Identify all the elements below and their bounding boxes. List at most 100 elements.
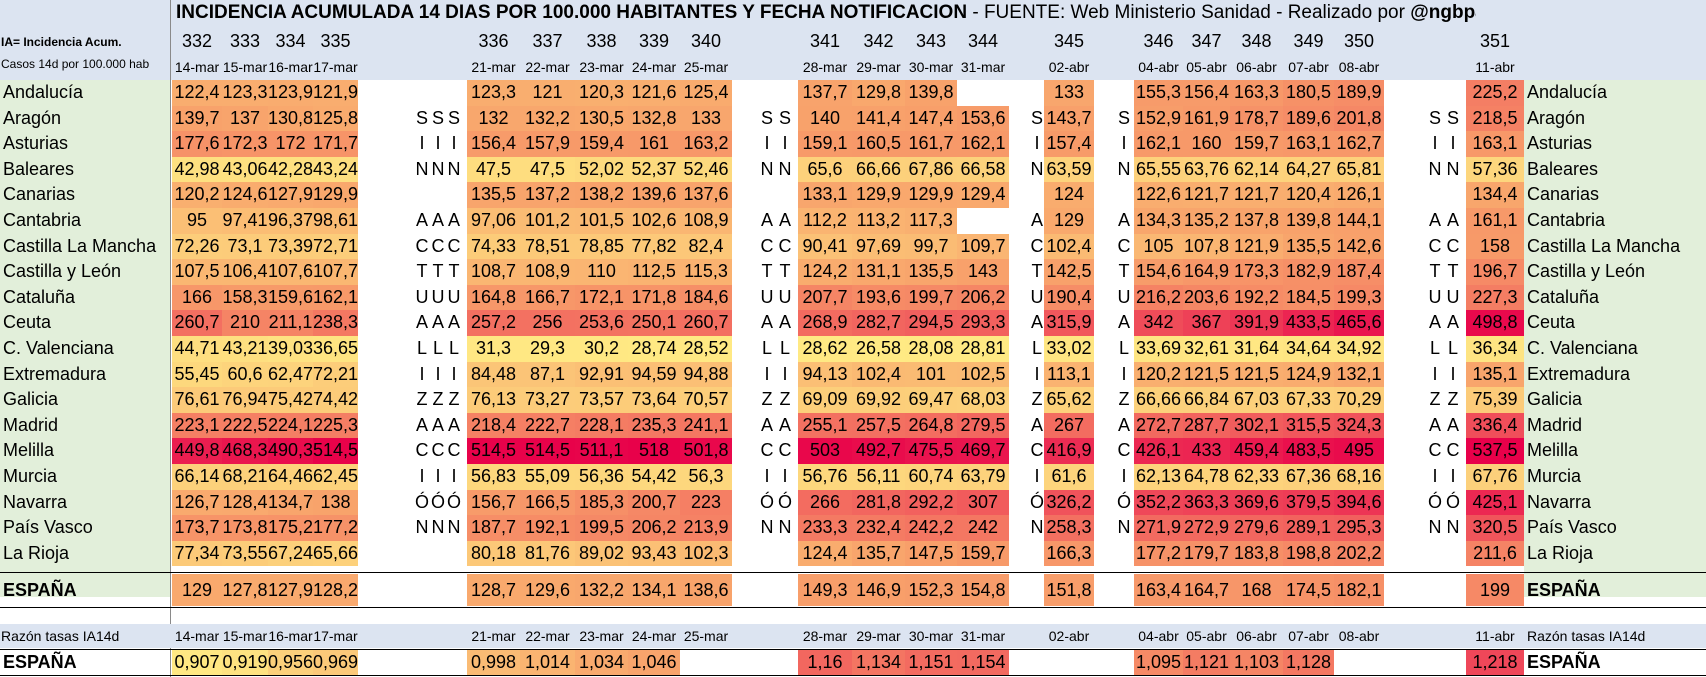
column-number-header[interactable]: 334 — [275, 31, 306, 51]
table-cell[interactable]: 33,69 — [1134, 336, 1183, 362]
table-cell[interactable]: 31,64 — [1230, 336, 1283, 362]
table-cell[interactable]: 70,29 — [1334, 387, 1384, 413]
table-cell[interactable]: 28,08 — [905, 336, 957, 362]
column-date-header[interactable]: 21-mar — [471, 59, 516, 75]
table-cell[interactable]: 112,2 — [798, 208, 852, 234]
table-cell[interactable]: 426,1 — [1134, 438, 1183, 464]
table-cell[interactable]: 225,2 — [1466, 80, 1524, 106]
table-cell[interactable]: 109,7 — [957, 233, 1009, 260]
table-cell[interactable]: 120,2 — [172, 182, 222, 208]
table-cell[interactable]: 56,11 — [852, 464, 905, 490]
table-cell[interactable]: 142,5 — [1044, 259, 1094, 285]
table-cell[interactable]: 177,2 — [313, 515, 358, 541]
table-cell[interactable]: 537,5 — [1466, 438, 1524, 464]
ratio-cell[interactable]: 1,16 — [798, 650, 852, 675]
column-date-header[interactable]: 08-abr — [1338, 59, 1380, 75]
table-cell[interactable]: 137,2 — [520, 182, 575, 208]
table-cell[interactable]: 55,09 — [520, 464, 575, 490]
table-cell[interactable]: 139,8 — [1283, 208, 1334, 234]
table-cell[interactable]: 218,5 — [1466, 105, 1524, 132]
table-cell[interactable]: 193,6 — [852, 284, 905, 311]
table-cell[interactable]: 60,74 — [905, 464, 957, 490]
ratio-cell[interactable] — [1334, 650, 1384, 675]
table-cell[interactable]: 222,5 — [222, 412, 268, 439]
column-date-header[interactable]: 24-mar — [631, 59, 677, 75]
table-cell[interactable]: 134,4 — [1466, 182, 1524, 208]
table-cell[interactable]: 132,1 — [1334, 361, 1384, 388]
table-cell[interactable]: 129,9 — [852, 182, 905, 208]
table-cell[interactable]: 272,9 — [1183, 515, 1230, 541]
table-cell[interactable]: 180,5 — [1283, 80, 1334, 106]
table-cell[interactable]: 175,2 — [268, 515, 313, 541]
table-cell[interactable]: 124,6 — [222, 182, 268, 208]
table-cell[interactable]: 135,5 — [905, 259, 957, 285]
column-number-header[interactable]: 348 — [1241, 31, 1272, 51]
column-date-header[interactable]: 25-mar — [683, 59, 729, 75]
table-cell[interactable]: 518 — [628, 438, 680, 464]
table-cell[interactable]: 67,33 — [1283, 387, 1334, 413]
table-cell[interactable]: 94,13 — [798, 361, 852, 388]
espana-cell[interactable]: 149,3 — [798, 574, 852, 607]
table-cell[interactable]: 172,1 — [575, 284, 628, 311]
table-cell[interactable]: 76,94 — [222, 387, 268, 413]
table-cell[interactable]: 156,7 — [467, 489, 520, 516]
table-cell[interactable]: 43,24 — [313, 156, 358, 183]
table-cell[interactable]: 267 — [1044, 412, 1094, 439]
table-cell[interactable]: 72,26 — [172, 233, 222, 260]
table-cell[interactable]: 367 — [1183, 310, 1230, 336]
table-cell[interactable]: 47,5 — [520, 156, 575, 183]
table-cell[interactable]: 490,3 — [268, 438, 313, 464]
table-cell[interactable]: 161,9 — [1183, 105, 1230, 132]
table-cell[interactable]: 257,5 — [852, 412, 905, 439]
table-cell[interactable]: 81,76 — [520, 540, 575, 567]
column-date-header[interactable]: 23-mar — [579, 59, 624, 75]
table-cell[interactable]: 137,8 — [1230, 208, 1283, 234]
table-cell[interactable]: 66,84 — [1183, 387, 1230, 413]
table-cell[interactable]: 190,4 — [1044, 284, 1094, 311]
column-number-header[interactable]: 346 — [1143, 31, 1174, 51]
table-cell[interactable]: 67,24 — [268, 540, 313, 567]
column-date-header[interactable]: 29-mar — [856, 59, 901, 75]
table-cell[interactable]: 213,9 — [680, 515, 732, 541]
table-cell[interactable]: 207,7 — [798, 284, 852, 311]
table-cell[interactable]: 93,43 — [628, 540, 680, 567]
table-cell[interactable]: 211,6 — [1466, 540, 1524, 567]
table-cell[interactable]: 475,5 — [905, 438, 957, 464]
table-cell[interactable]: 326,2 — [1044, 489, 1094, 516]
table-cell[interactable]: 56,3 — [680, 464, 732, 490]
table-cell[interactable]: 203,6 — [1183, 284, 1230, 311]
ratio-cell[interactable]: 1,134 — [852, 650, 905, 675]
table-cell[interactable]: 271,9 — [1134, 515, 1183, 541]
column-number-header[interactable]: 333 — [229, 31, 261, 51]
table-cell[interactable]: 134,7 — [268, 489, 313, 516]
table-cell[interactable]: 65,81 — [1334, 156, 1384, 183]
table-cell[interactable]: 107,5 — [172, 259, 222, 285]
table-cell[interactable]: 379,5 — [1283, 489, 1334, 516]
table-cell[interactable]: 465,6 — [1334, 310, 1384, 336]
column-date-header[interactable]: 15-mar — [222, 59, 268, 75]
table-cell[interactable]: 122,4 — [172, 80, 222, 106]
espana-cell[interactable]: 132,2 — [575, 574, 628, 607]
table-cell[interactable]: 135,2 — [1183, 208, 1230, 234]
table-cell[interactable]: 56,76 — [798, 464, 852, 490]
table-cell[interactable]: 28,52 — [680, 336, 732, 362]
table-cell[interactable]: 138 — [313, 489, 358, 516]
table-cell[interactable]: 179,7 — [1183, 540, 1230, 567]
table-cell[interactable]: 140 — [798, 105, 852, 132]
table-cell[interactable]: 160 — [1183, 131, 1230, 157]
table-cell[interactable]: 139,8 — [905, 80, 957, 106]
table-cell[interactable]: 121,5 — [1230, 361, 1283, 388]
table-cell[interactable]: 184,5 — [1283, 284, 1334, 311]
column-date-header[interactable]: 17-mar — [313, 59, 358, 75]
table-cell[interactable]: 416,9 — [1044, 438, 1094, 464]
ratio-cell[interactable]: 1,014 — [520, 650, 575, 675]
table-cell[interactable]: 99,7 — [905, 233, 957, 260]
ratio-cell[interactable]: 1,095 — [1134, 650, 1183, 675]
table-cell[interactable]: 120,3 — [575, 80, 628, 106]
column-date-header[interactable]: 11-abr — [1475, 59, 1515, 75]
table-cell[interactable]: 198,8 — [1283, 540, 1334, 567]
table-cell[interactable]: 105 — [1134, 233, 1183, 260]
table-cell[interactable]: 156,4 — [1183, 80, 1230, 106]
table-cell[interactable]: 64,27 — [1283, 156, 1334, 183]
table-cell[interactable]: 121,9 — [1230, 233, 1283, 260]
